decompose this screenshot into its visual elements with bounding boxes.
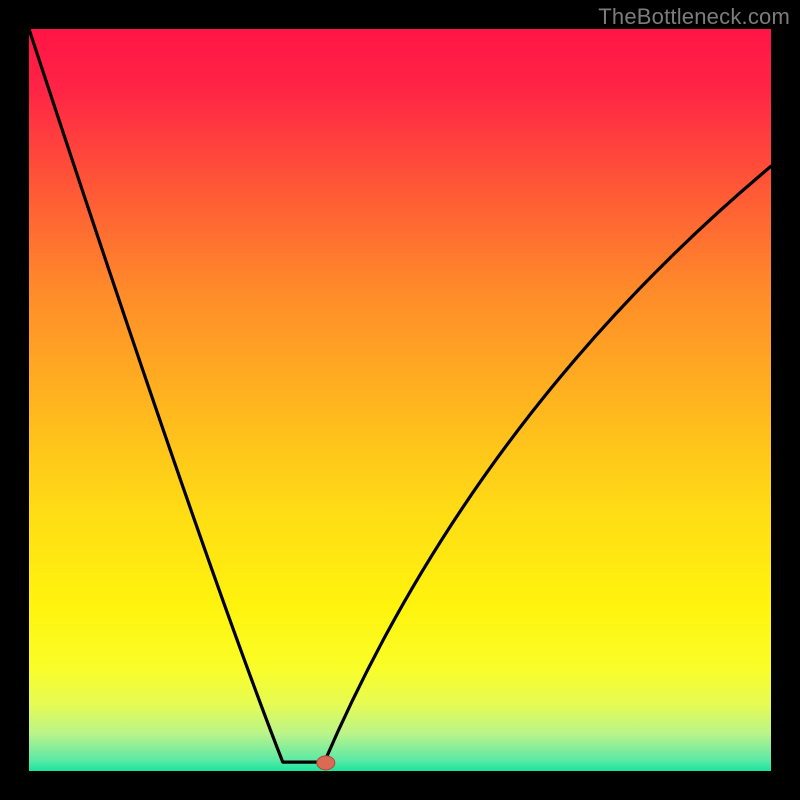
chart-container: TheBottleneck.com [0,0,800,800]
bottleneck-curve [29,29,771,762]
optimum-marker [317,756,335,770]
watermark-text: TheBottleneck.com [598,4,790,30]
curve-layer [29,29,771,771]
plot-area [29,29,771,771]
